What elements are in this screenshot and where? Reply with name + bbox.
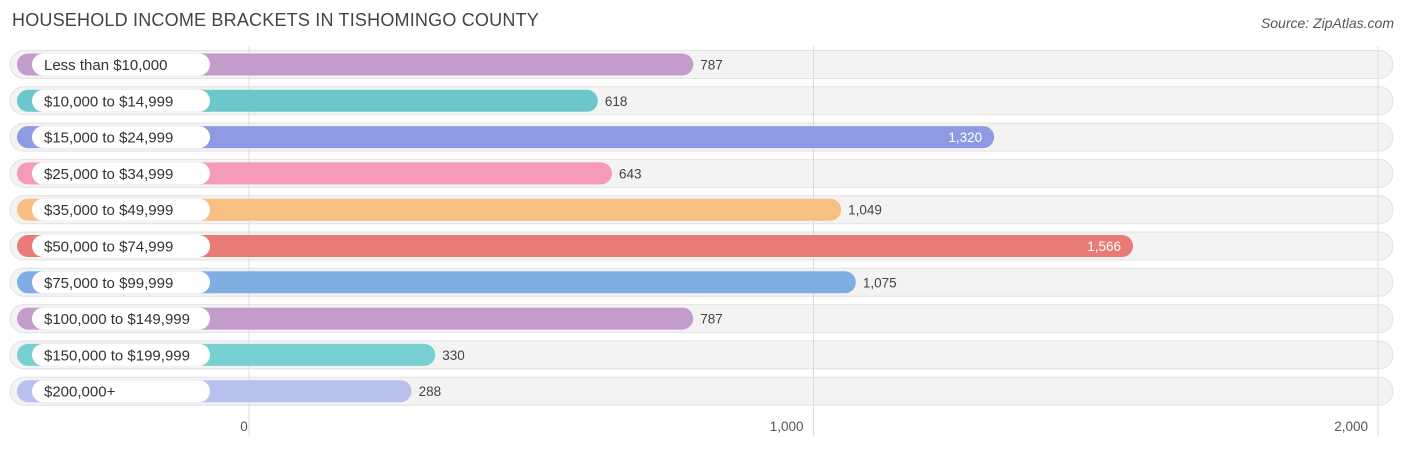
chart-title: HOUSEHOLD INCOME BRACKETS IN TISHOMINGO …	[12, 10, 539, 30]
category-label-pill	[32, 89, 210, 112]
category-label: $200,000+	[44, 384, 116, 401]
category-label-pill	[32, 235, 210, 257]
value-label: 1,075	[863, 275, 897, 290]
category-label-pill	[32, 198, 210, 221]
category-label-pill	[32, 271, 210, 294]
bar	[17, 126, 995, 149]
category-label: $50,000 to $74,999	[44, 239, 173, 256]
bar	[17, 271, 856, 294]
chart-source: Source: ZipAtlas.com	[1260, 15, 1394, 31]
category-label: $75,000 to $99,999	[44, 275, 173, 292]
value-label: 643	[619, 166, 642, 181]
value-label: 787	[700, 58, 723, 73]
category-label-pill	[32, 380, 210, 403]
x-tick-label: 0	[240, 419, 248, 434]
category-label-pill	[32, 53, 210, 76]
category-label-pill	[32, 307, 210, 330]
category-label-pill	[32, 162, 210, 185]
value-label: 330	[442, 348, 465, 363]
category-label-pill	[32, 126, 210, 149]
value-label: 618	[605, 94, 628, 109]
category-label: $150,000 to $199,999	[44, 347, 190, 364]
x-tick-label: 1,000	[770, 419, 804, 434]
value-label: 288	[419, 384, 442, 399]
bar	[17, 198, 842, 221]
value-label: 1,049	[848, 203, 882, 218]
value-label: 1,566	[1087, 239, 1121, 254]
bar	[17, 235, 1134, 257]
category-label: Less than $10,000	[44, 57, 167, 74]
value-label: 787	[700, 312, 723, 327]
value-label: 1,320	[948, 130, 982, 145]
x-tick-label: 2,000	[1334, 419, 1368, 434]
category-label: $35,000 to $49,999	[44, 202, 173, 219]
category-label-pill	[32, 343, 210, 366]
category-label: $15,000 to $24,999	[44, 130, 173, 147]
category-label: $100,000 to $149,999	[44, 311, 190, 328]
category-label: $10,000 to $14,999	[44, 93, 173, 110]
category-label: $25,000 to $34,999	[44, 166, 173, 183]
